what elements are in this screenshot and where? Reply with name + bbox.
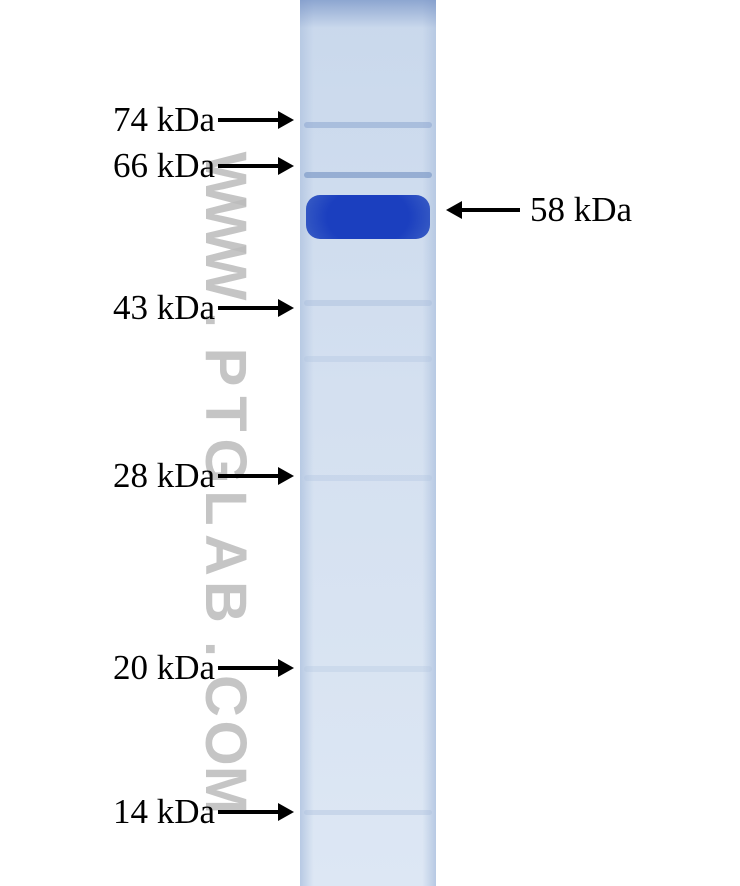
marker-left-label: 74 kDa <box>113 100 215 140</box>
band-faint-74 <box>304 122 432 128</box>
gel-figure: WWW.PTGLAB.COM74 kDa66 kDa43 kDa28 kDa20… <box>0 0 740 886</box>
watermark-char: B <box>196 573 254 631</box>
marker-left-label: 28 kDa <box>113 456 215 496</box>
marker-left-label: 43 kDa <box>113 288 215 328</box>
marker-right-label: 58 kDa <box>530 190 632 230</box>
gel-lane <box>300 0 436 886</box>
band-faint-43b <box>304 356 432 362</box>
marker-left-label: 20 kDa <box>113 648 215 688</box>
band-main-58 <box>306 195 430 239</box>
band-faint-28 <box>304 475 432 481</box>
watermark-char: A <box>196 526 254 584</box>
band-faint-14 <box>304 810 432 815</box>
lane-top-smudge <box>300 0 436 28</box>
band-faint-66 <box>304 172 432 178</box>
watermark-char: P <box>196 338 254 396</box>
watermark-char: T <box>196 385 254 443</box>
marker-left-label: 14 kDa <box>113 792 215 832</box>
watermark-char: O <box>196 714 254 772</box>
marker-left-label: 66 kDa <box>113 146 215 186</box>
band-faint-43a <box>304 300 432 306</box>
band-faint-20 <box>304 666 432 672</box>
watermark-char: W <box>196 197 254 255</box>
